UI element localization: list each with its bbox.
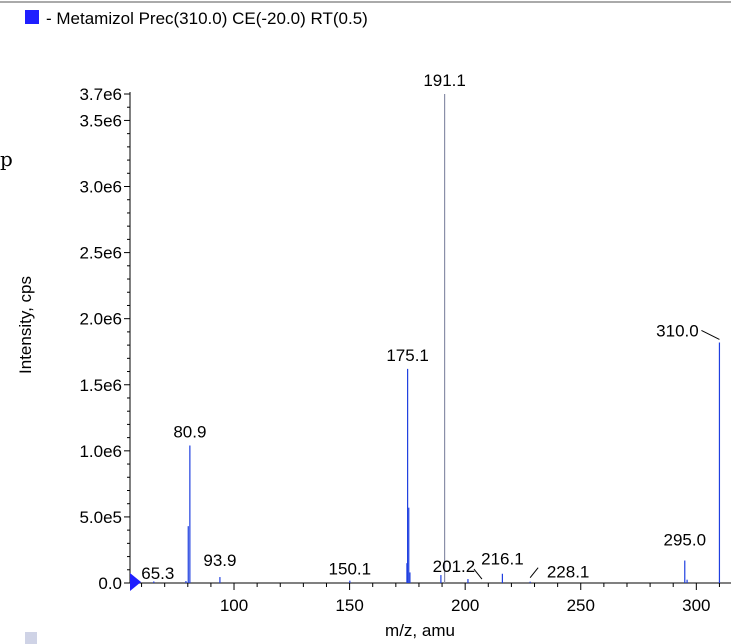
peak-label: 93.9	[203, 551, 236, 570]
x-tick-label: 250	[567, 596, 595, 615]
x-tick-label: 200	[451, 596, 479, 615]
peak-label-leader	[701, 330, 720, 340]
x-tick-label: 150	[335, 596, 363, 615]
y-tick-label: 0.0	[98, 574, 122, 593]
peak-label: 65.3	[141, 564, 174, 583]
bottom-legend-swatch	[25, 632, 37, 644]
peak-label: 191.1	[423, 71, 466, 90]
y-tick-label: 5.0e5	[79, 508, 122, 527]
x-tick-label: 300	[682, 596, 710, 615]
y-tick-label: 3.5e6	[79, 111, 122, 130]
peak-label: 295.0	[663, 531, 706, 550]
peak-label: 201.2	[433, 557, 476, 576]
y-tick-label: 2.5e6	[79, 244, 122, 263]
peak-label-leader	[473, 568, 483, 580]
y-tick-label: 3.7e6	[79, 85, 122, 104]
edge-glyph: p	[0, 147, 13, 171]
y-tick-label: 1.0e6	[79, 442, 122, 461]
chart-title: - Metamizol Prec(310.0) CE(-20.0) RT(0.5…	[46, 9, 368, 28]
y-tick-label: 2.0e6	[79, 310, 122, 329]
legend-swatch	[25, 10, 39, 24]
peak-label: 228.1	[547, 563, 590, 582]
baseline-marker	[130, 573, 141, 591]
x-axis-label: m/z, amu	[385, 621, 455, 640]
peak-label-leader	[529, 567, 539, 578]
peak-label: 175.1	[386, 346, 429, 365]
peak-label: 150.1	[329, 560, 372, 579]
y-tick-label: 1.5e6	[79, 376, 122, 395]
peak-label: 216.1	[481, 550, 524, 569]
y-tick-label: 3.0e6	[79, 178, 122, 197]
y-axis-label: Intensity, cps	[16, 276, 35, 374]
x-tick-label: 100	[220, 596, 248, 615]
peak-label: 80.9	[173, 423, 206, 442]
peak-label: 310.0	[656, 321, 699, 340]
